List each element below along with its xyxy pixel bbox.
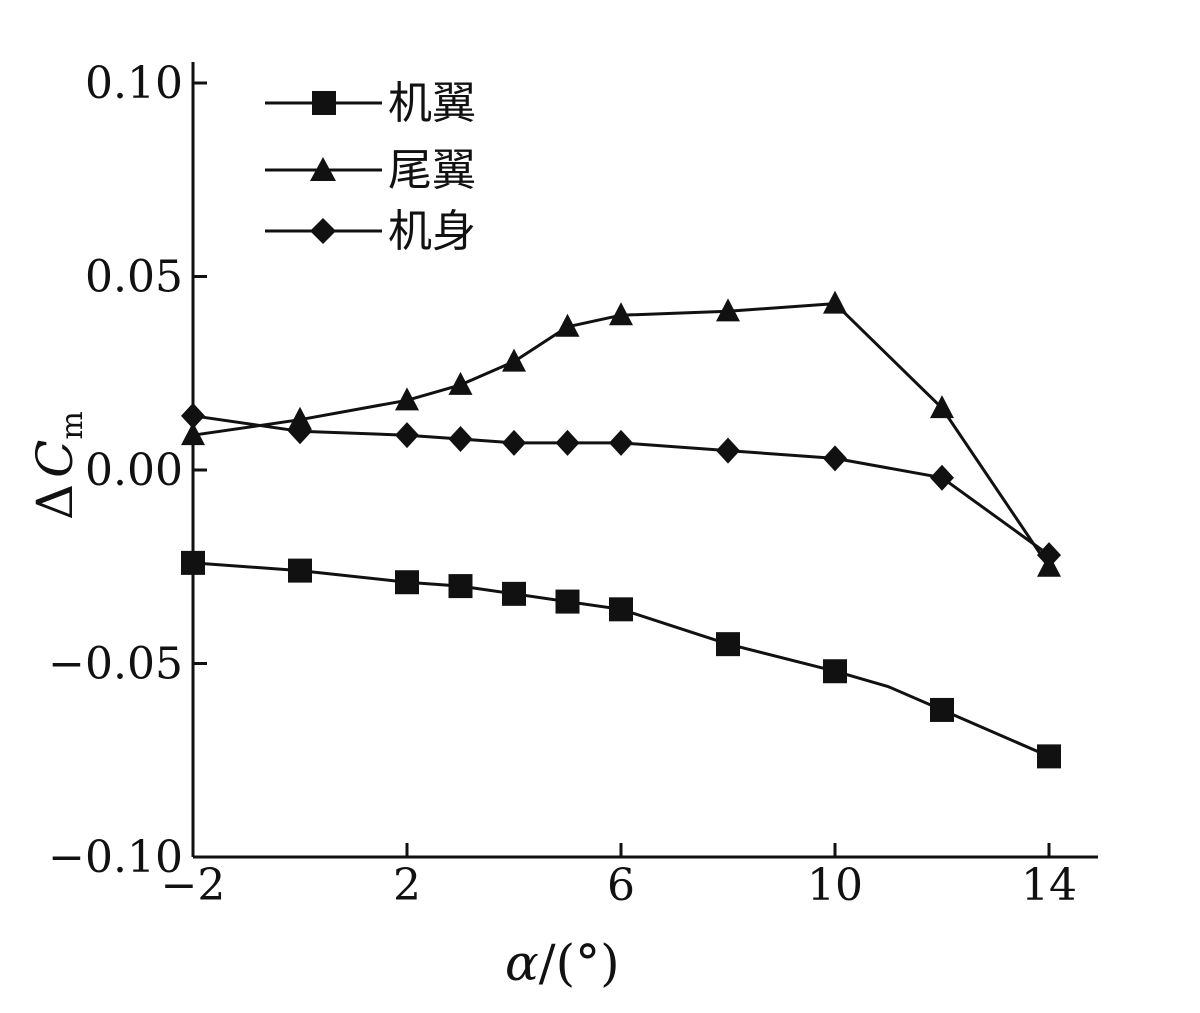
series-tail [181, 290, 1061, 577]
data-point-diamond [823, 445, 847, 472]
data-point-square [395, 570, 419, 595]
data-point-square [716, 632, 740, 657]
data-point-triangle [716, 298, 740, 322]
data-point-triangle [181, 422, 205, 446]
y-axis-ticks: 0.10 0.05 0.00 −0.05 −0.10 [48, 58, 207, 883]
legend-item-fuselage: 机身 [265, 206, 476, 257]
data-point-square [823, 659, 847, 684]
data-point-square [502, 581, 526, 606]
x-axis-ticks: −2 2 6 10 14 [161, 843, 1077, 911]
x-axis-unit: /(°) [539, 934, 620, 992]
data-point-diamond [181, 402, 205, 429]
y-axis-label: ΔCm [26, 411, 90, 520]
data-point-square [555, 589, 580, 614]
legend: 机翼 尾翼 机身 [265, 78, 476, 257]
legend-item-wing: 机翼 [265, 78, 476, 129]
x-tick-label: 6 [607, 860, 635, 911]
y-tick-label: 0.10 [85, 58, 183, 109]
data-point-triangle [823, 290, 847, 314]
y-axis-delta: Δ [26, 484, 84, 520]
y-axis-symbol: C [26, 440, 84, 478]
legend-marker-diamond [310, 218, 336, 244]
y-axis-subscript: m [55, 411, 90, 439]
series-wing [181, 550, 1061, 769]
data-point-diamond [1037, 542, 1061, 569]
data-point-triangle [395, 387, 419, 411]
y-tick-label: −0.10 [48, 832, 183, 883]
x-tick-label: 10 [807, 860, 863, 911]
data-point-triangle [288, 406, 312, 430]
data-point-triangle [930, 395, 954, 419]
data-point-square [1037, 744, 1061, 769]
legend-label-wing: 机翼 [388, 78, 476, 129]
data-point-diamond [930, 464, 954, 491]
data-point-square [448, 574, 473, 599]
x-axis-symbol: α [505, 934, 539, 992]
x-axis-label: α/(°) [505, 934, 620, 992]
data-point-diamond [716, 437, 740, 464]
data-point-triangle [448, 371, 473, 395]
data-point-triangle [502, 348, 526, 372]
data-point-diamond [288, 418, 312, 445]
data-point-square [288, 558, 312, 583]
data-point-diamond [448, 426, 473, 453]
data-point-square [609, 597, 633, 622]
legend-marker-triangle [310, 157, 336, 181]
legend-item-tail: 尾翼 [265, 145, 476, 196]
legend-label-tail: 尾翼 [388, 145, 476, 196]
data-point-triangle [609, 302, 633, 326]
data-point-square [181, 550, 205, 575]
data-point-diamond [502, 429, 526, 456]
data-point-triangle [555, 313, 580, 337]
x-tick-label: 2 [393, 860, 421, 911]
series-line [192, 561, 1050, 758]
data-point-diamond [609, 429, 633, 456]
x-tick-label: −2 [161, 860, 226, 911]
data-point-square [930, 697, 954, 722]
x-tick-label: 14 [1021, 860, 1077, 911]
legend-marker-square [312, 91, 336, 115]
data-point-diamond [555, 429, 580, 456]
y-tick-label: −0.05 [48, 639, 183, 690]
y-tick-label: 0.05 [85, 252, 183, 303]
series-fuselage [181, 402, 1061, 569]
series-layer [181, 290, 1061, 769]
data-point-diamond [395, 422, 419, 449]
legend-label-fuselage: 机身 [388, 206, 476, 257]
y-tick-label: 0.00 [85, 445, 183, 496]
